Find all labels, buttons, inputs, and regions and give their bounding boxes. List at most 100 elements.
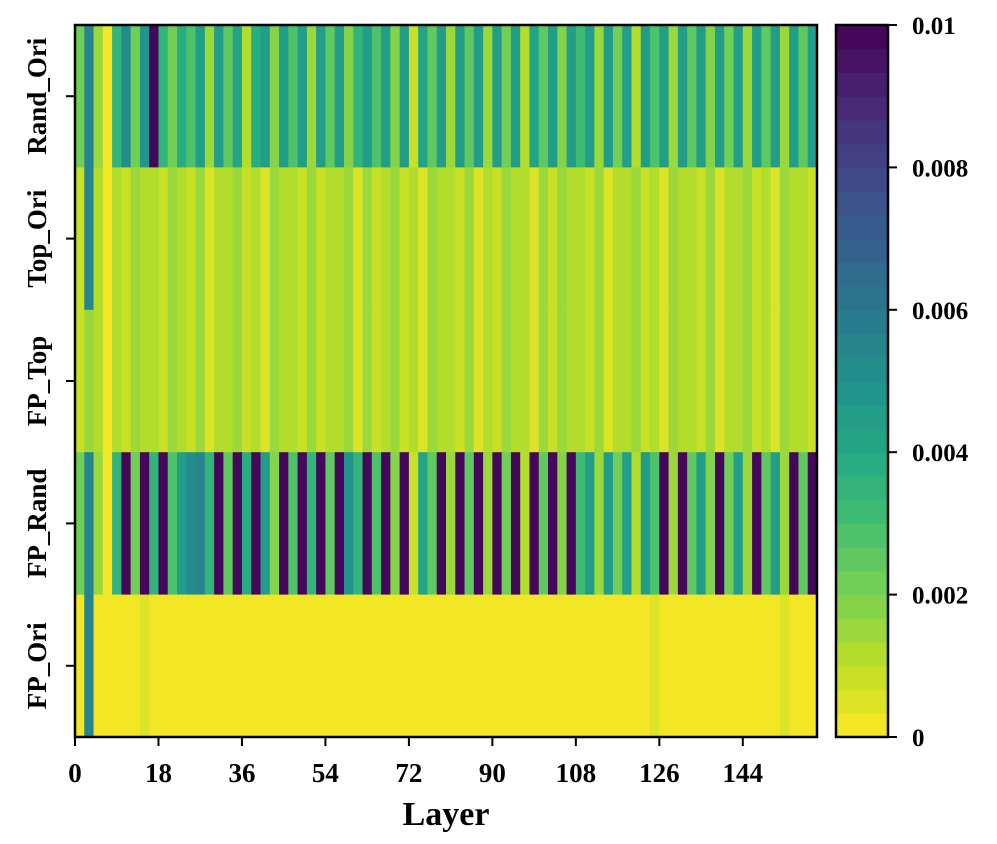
heatmap-cell [214, 309, 224, 453]
colorbar-tick-label: 0 [912, 725, 925, 752]
heatmap-cell [241, 452, 252, 596]
heatmap-cell [659, 309, 670, 453]
heatmap-cell [807, 452, 818, 596]
heatmap-cell [622, 25, 633, 168]
heatmap-cell [520, 309, 531, 453]
heatmap-cell [269, 25, 280, 168]
colorbar-segment [836, 167, 888, 192]
heatmap-cell [93, 594, 104, 738]
heatmap-cell [130, 167, 141, 311]
heatmap-cell [75, 167, 85, 311]
heatmap-cell [779, 167, 790, 311]
heatmap-cell [501, 167, 512, 311]
heatmap-cell [158, 167, 169, 311]
heatmap-cell [668, 25, 679, 168]
heatmap-cell [677, 25, 688, 168]
heatmap-cell [288, 167, 299, 311]
heatmap-cell [492, 167, 503, 311]
heatmap-cell [798, 25, 809, 168]
heatmap-cell [687, 167, 698, 311]
heatmap-cell [381, 309, 391, 453]
heatmap-cell [436, 452, 447, 596]
heatmap-cell [733, 25, 744, 168]
heatmap-cell [659, 167, 670, 311]
heatmap-cell [557, 452, 568, 596]
heatmap-cell [84, 452, 95, 596]
heatmap-cell [585, 309, 595, 453]
heatmap-cell [529, 25, 540, 168]
heatmap-cell [418, 594, 429, 738]
x-tick-label: 54 [312, 758, 339, 788]
heatmap-cell [473, 167, 484, 311]
heatmap-cell [473, 594, 484, 738]
heatmap-cell [612, 167, 623, 311]
heatmap-cell [177, 167, 187, 311]
y-axis-ticks: Rand_Ori Top_Ori FP_Top FP_Rand FP_Ori [22, 37, 75, 709]
heatmap-cell [260, 452, 271, 596]
heatmap-cell [594, 452, 605, 596]
heatmap-cell [770, 309, 781, 453]
heatmap-cell [343, 309, 354, 453]
heatmap-cell [501, 594, 512, 738]
heatmap-cell [752, 25, 762, 168]
heatmap-cell [214, 594, 224, 738]
heatmap-cell [548, 167, 558, 311]
heatmap-cell [279, 25, 289, 168]
heatmap-cell [631, 309, 642, 453]
heatmap-cell [696, 452, 707, 596]
heatmap-cell [529, 452, 540, 596]
heatmap-cell [733, 594, 744, 738]
heatmap-cell [752, 594, 762, 738]
heatmap-cell [733, 309, 744, 453]
heatmap-cell [742, 594, 753, 738]
heatmap-cell [112, 309, 122, 453]
heatmap-cell [761, 452, 772, 596]
heatmap-cell [483, 309, 493, 453]
heatmap-cell [390, 25, 401, 168]
heatmap-cell [585, 594, 595, 738]
heatmap-cell [177, 309, 187, 453]
heatmap-cell [371, 309, 382, 453]
y-tick-label: Top_Ori [22, 189, 52, 288]
y-tick-label: FP_Ori [22, 622, 52, 709]
heatmap-cell [427, 452, 438, 596]
heatmap-cell [585, 452, 595, 596]
heatmap-cell [650, 594, 660, 738]
heatmap-cell [334, 452, 345, 596]
heatmap-cell [279, 309, 289, 453]
heatmap-cell [306, 594, 317, 738]
heatmap-cell [464, 452, 475, 596]
heatmap-cell [575, 25, 586, 168]
heatmap-cell [779, 25, 790, 168]
heatmap-cell [603, 25, 614, 168]
heatmap-cell [186, 25, 197, 168]
heatmap-cell [714, 25, 725, 168]
heatmap-cell [575, 309, 586, 453]
heatmap-cell [455, 309, 466, 453]
heatmap-cell [418, 309, 429, 453]
colorbar-segment [836, 381, 888, 406]
heatmap-cell [139, 25, 150, 168]
colorbar-ticks: 0 0.002 0.004 0.006 0.008 0.01 [888, 13, 969, 752]
heatmap-cell [390, 594, 401, 738]
heatmap-cell [362, 167, 373, 311]
heatmap-cell [668, 309, 679, 453]
heatmap-cell [650, 309, 660, 453]
heatmap-cell [483, 25, 493, 168]
heatmap-cell [520, 594, 531, 738]
heatmap-cell [316, 309, 327, 453]
heatmap-cell [724, 25, 735, 168]
heatmap-cell [251, 309, 262, 453]
heatmap-cell [501, 25, 512, 168]
y-tick-label: FP_Top [22, 336, 52, 427]
heatmap-cell [779, 452, 790, 596]
heatmap-cell [483, 452, 493, 596]
colorbar-segment [836, 262, 888, 287]
heatmap-cell [650, 167, 660, 311]
heatmap-cell [390, 309, 401, 453]
heatmap-cell [279, 452, 289, 596]
heatmap-cell [473, 452, 484, 596]
heatmap-cell [251, 25, 262, 168]
heatmap-cell [102, 452, 113, 596]
heatmap-cell [436, 167, 447, 311]
